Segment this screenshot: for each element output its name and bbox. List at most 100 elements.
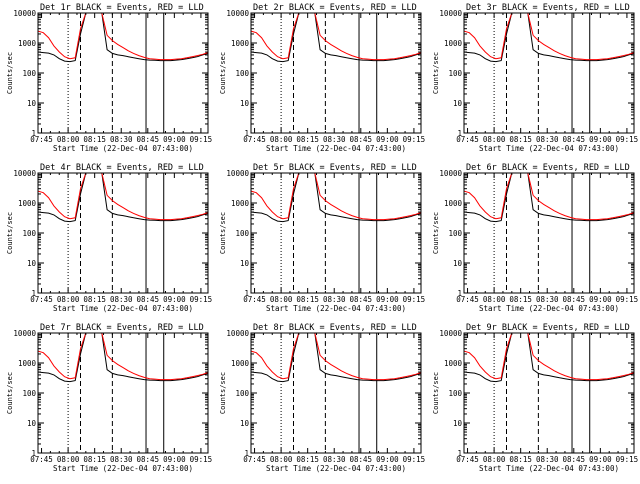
series-line-events [38,173,208,223]
x-tick-label: 08:15 [83,455,106,464]
y-axis-label: Counts/sec [219,212,227,254]
y-tick-label: 100 [22,229,36,238]
y-tick-label: 1000 [231,39,250,48]
x-axis-label: Start Time (22-Dec-04 07:43:00) [479,304,619,313]
x-tick-label: 09:15 [403,295,426,304]
x-tick-label: 08:45 [137,295,160,304]
x-tick-label: 08:45 [350,135,373,144]
y-tick-label: 100 [448,389,462,398]
x-tick-label: 08:15 [296,135,319,144]
x-tick-label: 08:00 [483,455,506,464]
x-tick-label: 08:15 [509,135,532,144]
detector-panel-8: Det 8r BLACK = Events, RED = LLD 1 10 100 10… [219,323,425,473]
x-tick-label: 09:15 [190,295,213,304]
x-tick-label: 09:00 [163,135,186,144]
x-tick-label: 09:00 [163,295,186,304]
series-line-events [464,13,634,63]
y-tick-label: 10000 [439,9,462,18]
series-line-events [464,333,634,383]
x-tick-label: 09:15 [190,135,213,144]
detector-panel-1: Det 1r BLACK = Events, RED = LLD 1 10 100 10… [6,3,212,153]
y-tick-label: 10 [453,259,463,268]
plot-frame [463,172,635,294]
y-tick-label: 1 [457,289,462,298]
y-tick-label: 1 [31,449,36,458]
plot-frame [463,12,635,134]
y-axis-label: Counts/sec [432,52,440,94]
y-tick-label: 1000 [18,359,37,368]
y-tick-label: 10 [27,99,37,108]
plot-frame [250,332,422,454]
x-axis-label: Start Time (22-Dec-04 07:43:00) [266,144,406,153]
x-tick-label: 08:30 [536,455,559,464]
x-tick-label: 08:30 [110,135,133,144]
x-tick-label: 08:30 [536,295,559,304]
x-tick-label: 07:45 [243,455,266,464]
series-line-events [251,173,421,223]
panel-title: Det 7r BLACK = Events, RED = LLD [40,323,204,333]
plot-frame [37,332,209,454]
x-tick-label: 08:15 [83,295,106,304]
y-tick-label: 1 [457,449,462,458]
x-tick-label: 08:15 [509,455,532,464]
x-tick-label: 08:45 [137,135,160,144]
y-tick-label: 10 [27,259,37,268]
x-tick-label: 08:30 [323,135,346,144]
x-tick-label: 07:45 [30,455,53,464]
y-tick-label: 10000 [13,169,36,178]
x-tick-label: 08:45 [563,135,586,144]
x-tick-label: 09:00 [376,295,399,304]
series-line-lld [464,13,634,61]
y-axis-label: Counts/sec [219,372,227,414]
x-tick-label: 09:00 [163,455,186,464]
series-line-lld [464,333,634,381]
panel-title: Det 2r BLACK = Events, RED = LLD [253,3,417,13]
y-tick-label: 10 [453,99,463,108]
series-line-lld [38,333,208,381]
x-axis-label: Start Time (22-Dec-04 07:43:00) [53,464,193,473]
y-tick-label: 10000 [226,9,249,18]
y-tick-label: 100 [22,389,36,398]
y-tick-label: 10000 [226,329,249,338]
x-tick-label: 08:00 [57,455,80,464]
plot-frame [463,332,635,454]
detector-panel-2: Det 2r BLACK = Events, RED = LLD 1 10 100 10… [219,3,425,153]
y-tick-label: 10 [240,259,250,268]
y-tick-label: 100 [235,69,249,78]
x-tick-label: 07:45 [456,295,479,304]
series-line-events [38,13,208,63]
x-tick-label: 09:15 [190,455,213,464]
series-line-lld [38,173,208,221]
x-tick-label: 09:15 [403,455,426,464]
y-tick-label: 10000 [226,169,249,178]
x-tick-label: 08:00 [483,135,506,144]
detector-panel-4: Det 4r BLACK = Events, RED = LLD 1 10 100 10… [6,163,212,313]
x-tick-label: 07:45 [30,135,53,144]
x-tick-label: 09:00 [376,455,399,464]
y-axis-label: Counts/sec [432,372,440,414]
panel-title: Det 3r BLACK = Events, RED = LLD [466,3,630,13]
x-tick-label: 08:00 [483,295,506,304]
x-tick-label: 07:45 [456,135,479,144]
y-tick-label: 1 [244,289,249,298]
y-tick-label: 10 [27,419,37,428]
y-tick-label: 100 [235,229,249,238]
detector-panel-5: Det 5r BLACK = Events, RED = LLD 1 10 100 10… [219,163,425,313]
x-tick-label: 08:15 [296,295,319,304]
x-tick-label: 08:45 [350,295,373,304]
x-tick-label: 08:45 [350,455,373,464]
x-axis-label: Start Time (22-Dec-04 07:43:00) [266,304,406,313]
series-line-lld [251,13,421,61]
y-tick-label: 10 [240,99,250,108]
x-tick-label: 08:30 [110,455,133,464]
y-tick-label: 1000 [444,359,463,368]
x-tick-label: 08:15 [83,135,106,144]
x-tick-label: 09:15 [403,135,426,144]
series-line-lld [38,13,208,61]
x-tick-label: 08:00 [270,455,293,464]
y-axis-label: Counts/sec [219,52,227,94]
x-tick-label: 08:45 [563,455,586,464]
panel-title: Det 4r BLACK = Events, RED = LLD [40,163,204,173]
panel-title: Det 8r BLACK = Events, RED = LLD [253,323,417,333]
